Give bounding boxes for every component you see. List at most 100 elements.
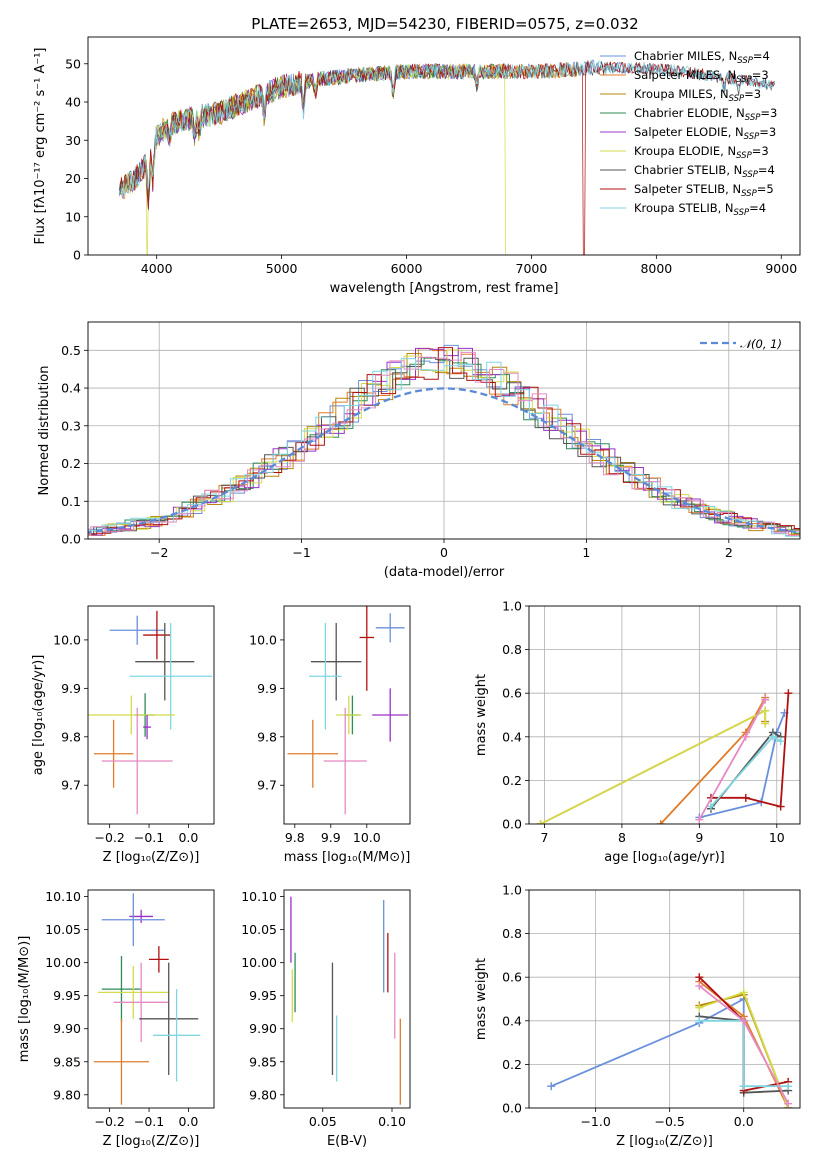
y-tick-label: 0.0 [502, 817, 522, 832]
x-tick-label: 0 [440, 545, 448, 560]
massweight-marker [776, 737, 785, 746]
errorbar-point [287, 719, 338, 788]
x-tick-label: 0.0 [178, 1114, 198, 1129]
y-tick-label: 1.0 [502, 599, 522, 614]
errorbar-point [143, 715, 151, 740]
x-axis-label: (data-model)/error [384, 565, 505, 580]
y-tick-label: 9.80 [53, 1087, 81, 1102]
massweight-line [540, 709, 767, 824]
spectrum-line [120, 63, 582, 197]
y-tick-label: 0.0 [502, 1101, 522, 1116]
legend-label: Salpeter MILES, NSSP=3 [634, 68, 769, 85]
massweight-marker [776, 802, 785, 811]
legend-label: Chabrier ELODIE, NSSP=3 [634, 106, 777, 123]
y-tick-label: 0.8 [502, 926, 522, 941]
y-tick-label: 0.5 [61, 343, 81, 358]
y-axis-label: mass weight [474, 958, 489, 1040]
legend-label: Chabrier STELIB, NSSP=4 [634, 163, 775, 180]
massweight-marker [695, 815, 704, 824]
errorbar-point [113, 962, 169, 1042]
errorbar-point [101, 707, 173, 815]
errorbar-point [311, 622, 362, 701]
y-tick-label: 0.0 [61, 532, 81, 547]
x-axis-label: age [log₁₀(age/yr)] [604, 850, 725, 865]
axes-frame [528, 605, 801, 825]
x-axis-label: wavelength [Angstrom, rest frame] [330, 281, 559, 296]
y-tick-label: 9.90 [53, 1021, 81, 1036]
x-tick-label: 0.0 [178, 830, 198, 845]
x-tick-label: 10.0 [353, 830, 381, 845]
y-tick-label: 10.0 [53, 632, 81, 647]
spectrum-line [119, 62, 582, 204]
massweight-marker [739, 1082, 748, 1091]
errorbar-point [129, 622, 213, 730]
massweight-line [550, 997, 745, 1088]
x-tick-label: 7000 [516, 261, 548, 276]
y-axis-label: mass weight [474, 674, 489, 756]
plot-area [88, 610, 213, 815]
histogram-step [88, 358, 800, 537]
massweight-line [699, 712, 786, 819]
errorbar-point [109, 615, 165, 645]
y-axis-label: Normed distribution [37, 366, 52, 496]
x-axis-label: E(B-V) [327, 1134, 367, 1149]
y-tick-label: 10.00 [241, 955, 277, 970]
y-tick-label: 0.6 [502, 686, 522, 701]
x-tick-label: 9000 [765, 261, 797, 276]
histogram-step [88, 347, 800, 535]
x-tick-label: 1 [582, 545, 590, 560]
legend-label: Kroupa ELODIE, NSSP=3 [634, 144, 769, 161]
metallicity-age-panel: −0.2 −0.1 0.0 9.7 9.8 9.9 10.0 Z [log₁₀(Z/Z⊙)] a… [31, 605, 215, 865]
x-tick-label: −0.5 [655, 1114, 685, 1129]
massweight-marker [784, 689, 793, 698]
massweight-marker [761, 719, 770, 728]
y-tick-label: 9.7 [61, 778, 81, 793]
massweight-line [711, 693, 790, 808]
x-tick-label: 0.10 [378, 1114, 406, 1129]
y-tick-label: 0.4 [502, 729, 522, 744]
errorbar-point [88, 695, 175, 735]
y-tick-label: 0.2 [502, 1057, 522, 1072]
x-tick-label: 8000 [640, 261, 672, 276]
massweight-marker [695, 973, 704, 982]
errorbar-point [93, 719, 134, 788]
spectrum-line [119, 60, 775, 255]
y-tick-label: 0.6 [502, 970, 522, 985]
y-tick-label: 9.95 [249, 988, 277, 1003]
axes-frame [87, 321, 801, 540]
legend-label: Salpeter ELODIE, NSSP=3 [634, 125, 776, 142]
massweight-marker [547, 1082, 556, 1091]
axes-frame [528, 889, 801, 1109]
x-tick-label: −1 [292, 545, 310, 560]
errorbar-point [336, 695, 362, 735]
histogram-step [88, 357, 800, 535]
gaussian-curve [88, 387, 800, 534]
errorbar-point [323, 707, 367, 815]
x-tick-label: −0.2 [94, 1114, 124, 1129]
figure-title: PLATE=2653, MJD=54230, FIBERID=0575, z=0… [251, 15, 638, 33]
y-tick-label: 10.05 [45, 922, 81, 937]
legend-label: Chabrier MILES, NSSP=4 [634, 49, 770, 66]
errorbar-point [143, 610, 171, 660]
x-tick-label: 10 [769, 830, 785, 845]
errorbar-point [149, 946, 169, 973]
y-tick-label: 30 [65, 133, 81, 148]
plot-area [93, 893, 201, 1105]
x-tick-label: 4000 [141, 261, 173, 276]
massweight-marker [768, 732, 777, 741]
axes-frame [283, 889, 411, 1109]
y-tick-label: 1.0 [502, 883, 522, 898]
x-axis-label: Z [log₁₀(Z/Z⊙)] [103, 1134, 200, 1149]
y-tick-label: 50 [65, 56, 81, 71]
y-tick-label: 10.05 [241, 922, 277, 937]
y-axis-label: mass [log₁₀(M/M⊙)] [17, 936, 32, 1063]
y-tick-label: 40 [65, 95, 81, 110]
x-tick-label: 2 [725, 545, 733, 560]
errorbar-point [359, 606, 374, 691]
plot-area [118, 59, 775, 255]
plot-area [88, 322, 800, 539]
spectrum-legend: Chabrier MILES, NSSP=4 Salpeter MILES, NS… [600, 49, 777, 218]
massweight-marker [656, 820, 665, 824]
y-tick-label: 0.2 [502, 773, 522, 788]
